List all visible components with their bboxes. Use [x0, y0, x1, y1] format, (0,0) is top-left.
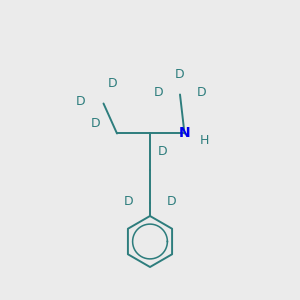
Text: H: H	[200, 134, 209, 147]
Text: D: D	[154, 85, 164, 99]
Text: D: D	[91, 117, 100, 130]
Text: D: D	[175, 68, 185, 81]
Text: D: D	[108, 77, 118, 90]
Text: D: D	[76, 94, 86, 108]
Text: D: D	[196, 85, 206, 99]
Text: D: D	[124, 195, 134, 208]
Text: D: D	[167, 195, 176, 208]
Text: D: D	[158, 145, 167, 158]
Text: N: N	[179, 127, 190, 140]
